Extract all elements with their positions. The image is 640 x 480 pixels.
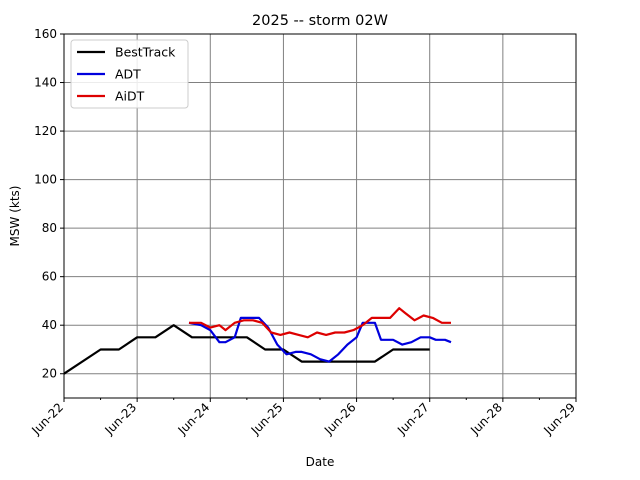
legend-label-besttrack: BestTrack bbox=[115, 45, 176, 60]
y-tick-label: 140 bbox=[34, 76, 57, 90]
y-tick-label: 80 bbox=[42, 221, 57, 235]
legend-label-adt: ADT bbox=[115, 67, 141, 82]
y-axis-title: MSW (kts) bbox=[8, 186, 22, 247]
y-tick-label: 40 bbox=[42, 318, 57, 332]
y-tick-label: 20 bbox=[42, 367, 57, 381]
y-tick-label: 100 bbox=[34, 173, 57, 187]
y-tick-label: 120 bbox=[34, 124, 57, 138]
legend-label-aidt: AiDT bbox=[115, 89, 145, 104]
legend-box bbox=[70, 39, 189, 109]
chart-title: 2025 -- storm 02W bbox=[252, 13, 388, 29]
series-line-aidt bbox=[189, 307, 451, 339]
y-tick-label: 60 bbox=[42, 270, 57, 284]
y-tick-label: 160 bbox=[34, 27, 57, 41]
x-axis-title: Date bbox=[306, 455, 335, 469]
series-line-adt bbox=[188, 316, 452, 363]
y-axis: 20 40 60 80 100 120 140 160 bbox=[34, 27, 64, 381]
legend: BestTrack ADT AiDT bbox=[70, 39, 189, 109]
series-layer bbox=[63, 307, 452, 375]
series-line-besttrack bbox=[63, 324, 430, 375]
